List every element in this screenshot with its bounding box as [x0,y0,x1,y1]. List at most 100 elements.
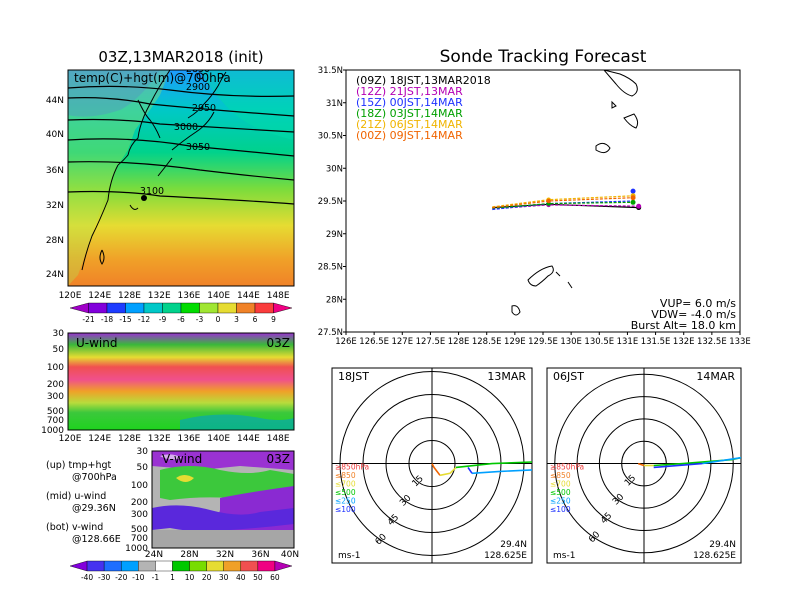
wind-colorbar-tick: 1 [170,573,175,582]
colorbar-swatch [217,302,237,314]
hodograph-date: 14MAR [696,370,735,383]
colorbar-swatch [180,302,200,314]
u-wind-pressure-tick: 500 [47,407,64,417]
track-end-point [630,188,636,194]
v-wind-pressure-tick: 50 [137,463,149,473]
map-lat-tick: 32N [46,201,64,211]
track-y-tick: 27.5N [318,328,343,338]
hodograph-time: 18JST [338,370,369,383]
wind-colorbar-tick: 40 [236,573,246,582]
hodograph-level: ≤250 [335,497,356,506]
wind-colorbar-swatch [121,560,139,572]
station-marker-icon [196,72,204,80]
contour-label-2900: 2900 [186,82,210,93]
contour-label-2950: 2950 [192,103,216,114]
wind-colorbar-tick: 30 [219,573,229,582]
island-icon [527,265,554,287]
island-icon [603,70,638,97]
hodograph-level: ≤850 [550,471,571,480]
v-wind-label: V-wind [162,452,202,466]
u-wind-pressure-tick: 100 [47,363,64,373]
wind-colorbar-swatch [206,560,224,572]
map-label: temp(C)+hgt(m)@700hPa [74,71,231,85]
island-icon [595,142,611,154]
colorbar-swatch [162,302,182,314]
wind-colorbar-swatch [240,560,259,572]
hodograph-level: ≤100 [335,505,356,514]
colorbar-tick: 3 [234,315,239,324]
map-lon-tick: 132E [148,291,171,301]
wind-colorbar-tick: 60 [270,573,280,582]
track-x-tick: 130E [560,337,582,347]
hodograph-level: ≤700 [335,480,356,489]
colorbar-tick: 0 [216,315,221,324]
island-icon [511,305,521,316]
hodograph-lat: 29.4N [500,540,527,550]
track-x-tick: 126E [335,337,357,347]
colorbar-swatch [254,302,274,314]
island-icon [555,271,561,277]
land-asia [68,70,170,286]
legend-bot-2: @128.66E [72,534,121,545]
u-wind-pressure-tick: 300 [47,392,64,402]
track-x-tick: 128E [448,337,470,347]
u-wind-pressure-tick: 30 [53,329,65,339]
colorbar-swatch [199,302,219,314]
wind-colorbar-swatch [103,560,122,572]
u-wind-pressure-tick: 1000 [41,426,64,436]
map-lat-tick: 44N [46,96,64,106]
island-icon [611,100,617,109]
contour-label-2850: 2850 [186,64,210,75]
hodograph-trace [471,469,532,475]
track-x-tick: 129E [504,337,526,347]
colorbar-swatch [125,302,145,314]
panel-legend: (up) tmp+hgt @700hPa (mid) u-wind @29.36… [46,460,121,545]
hodograph-level: ≥850hPa [550,463,584,472]
colorbar-tick: -12 [138,315,150,324]
temperature-height-map: 03Z,13MAR2018 (init) [46,48,295,324]
wind-colorbar: -40 -30 -20 -10 -1 1 10 20 30 40 50 60 [69,560,293,582]
hodograph-lat: 29.4N [709,540,736,550]
colorbar-tick: -21 [82,315,94,324]
track-x-tick: 130.5E [584,337,614,347]
track-x-tick: 132.5E [697,337,727,347]
track-y-tick: 30.5N [318,132,343,142]
u-wind-lon-tick: 132E [148,434,171,444]
island-icon [623,113,639,129]
track-legend-entry: (15Z) 00JST,14MAR [356,96,463,109]
island-icon [567,281,573,289]
hodograph-trace [467,466,473,474]
track-title: Sonde Tracking Forecast [440,47,647,67]
track-x-tick: 127E [391,337,413,347]
colorbar-tick: -15 [119,315,131,324]
map-title: 03Z,13MAR2018 (init) [98,48,263,66]
u-wind-lon-tick: 120E [59,434,82,444]
v-wind-pressure-tick: 700 [131,534,148,544]
hodograph-lon: 128.625E [484,551,527,561]
hodograph-level: ≤100 [550,505,571,514]
colorbar-swatch [106,302,126,314]
colorbar-swatch [143,302,163,314]
v-wind-lat-tick: 36N [251,550,269,560]
track-x-tick: 131E [617,337,639,347]
v-wind-lat-tick: 32N [216,550,234,560]
v-wind-time: 03Z [267,452,291,466]
wind-colorbar-swatch [189,560,207,572]
track-x-tick: 128.5E [472,337,502,347]
map-lon-tick: 136E [178,291,201,301]
hodograph-level: ≤850 [335,471,356,480]
u-wind-pressure-tick: 200 [47,380,64,390]
v-wind-lat-tick: 28N [180,550,198,560]
hodograph-level: ≤250 [550,497,571,506]
track-end-point [636,203,642,209]
wind-colorbar-tick: -30 [98,573,110,582]
map-lat-tick: 24N [46,270,64,280]
contour-label-3050: 3050 [186,142,210,153]
colorbar-swatch [88,302,108,314]
u-wind-label: U-wind [76,336,117,350]
u-wind-field [68,333,294,430]
hodograph-level: ≤500 [550,488,571,497]
